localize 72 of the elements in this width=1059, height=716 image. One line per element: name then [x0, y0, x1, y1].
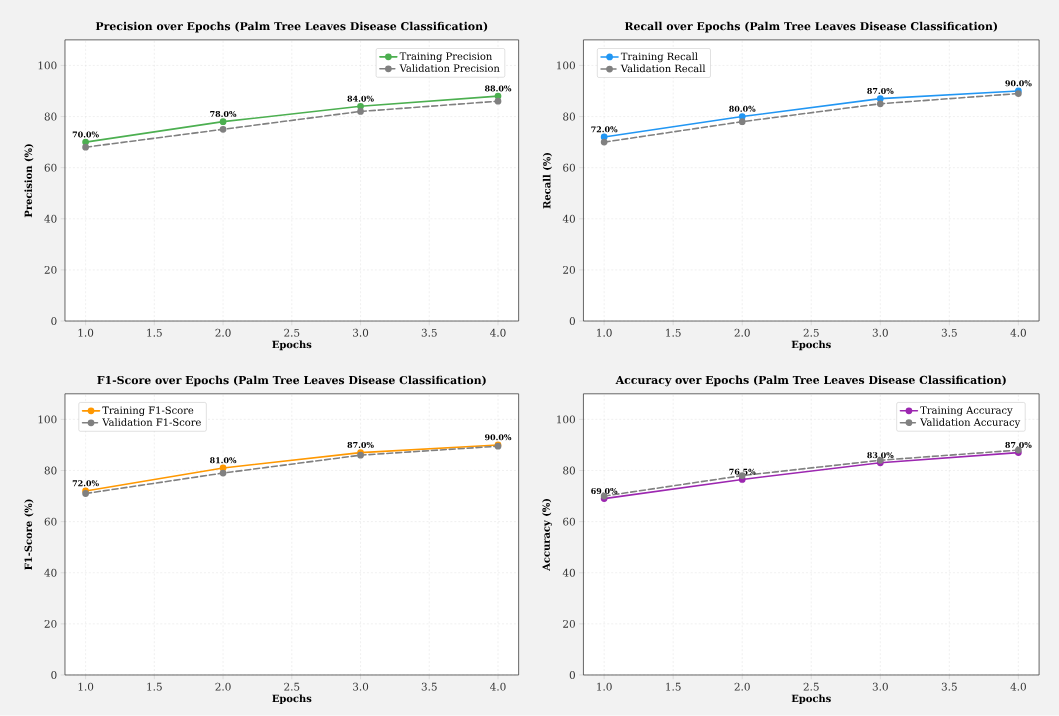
x-tick-label: 3.5 [421, 328, 437, 337]
legend-label: Validation Recall [620, 64, 706, 73]
legend-label: Training Precision [399, 52, 493, 63]
y-tick-label: 60 [44, 517, 57, 526]
y-tick-label: 60 [44, 163, 57, 172]
y-tick-label: 20 [563, 266, 575, 274]
x-tick-label: 3.0 [872, 328, 888, 337]
x-tick-label: 1.5 [147, 682, 162, 691]
x-tick-label: 2.0 [215, 682, 231, 691]
y-tick-label: 100 [557, 415, 575, 424]
x-tick-label: 3.5 [421, 682, 437, 691]
y-tick-label: 40 [562, 568, 575, 577]
y-tick-label: 100 [557, 61, 575, 70]
x-tick-label: 1.5 [666, 682, 681, 691]
x-tick-label: 2.0 [734, 328, 750, 337]
x-tick-label: 2.5 [803, 328, 819, 337]
y-tick-label: 20 [44, 266, 57, 274]
y-tick-label: 0 [51, 317, 57, 326]
x-tick-label: 1.0 [597, 328, 612, 337]
x-tick-label: 1.0 [597, 682, 612, 691]
x-axis-title: Epochs [272, 694, 312, 705]
x-tick-label: 2.5 [284, 328, 300, 337]
chart-title: F1-Score over Epochs (Palm Tree Leaves Disease Classification) [97, 375, 486, 387]
y-axis-title: Precision (%) [24, 144, 34, 218]
y-tick-label: 80 [563, 112, 575, 121]
y-tick-label: 60 [563, 517, 575, 526]
y-tick-label: 80 [563, 466, 575, 475]
x-axis-title: Epochs [791, 340, 831, 351]
y-tick-label: 20 [44, 619, 57, 628]
y-tick-label: 0 [569, 671, 575, 679]
x-tick-label: 2.5 [803, 682, 819, 691]
x-tick-label: 1.5 [666, 328, 681, 337]
legend-label: Training F1-Score [102, 406, 194, 417]
legend-label: Validation F1-Score [102, 418, 201, 427]
y-axis-title: Recall (%) [542, 153, 552, 209]
x-tick-label: 1.0 [78, 682, 94, 691]
x-tick-label: 4.0 [1010, 682, 1026, 691]
x-tick-label: 3.0 [353, 328, 369, 337]
legend-label: Training Recall [620, 52, 698, 63]
x-tick-label: 3.0 [872, 682, 888, 691]
y-tick-label: 40 [44, 568, 57, 577]
y-tick-label: 0 [569, 317, 575, 326]
y-tick-label: 20 [563, 619, 575, 628]
chart-title: Accuracy over Epochs (Palm Tree Leaves Disease Classification) [615, 375, 1006, 387]
y-axis-title: Accuracy (%) [542, 499, 552, 571]
x-tick-label: 1.0 [78, 328, 94, 337]
y-tick-label: 0 [51, 671, 57, 679]
y-tick-label: 100 [38, 415, 57, 424]
y-tick-label: 80 [44, 466, 57, 475]
x-tick-label: 3.5 [941, 682, 957, 691]
x-tick-label: 2.5 [284, 682, 300, 691]
legend-label: Validation Accuracy [920, 418, 1021, 429]
x-tick-label: 2.0 [734, 682, 750, 691]
x-tick-label: 1.5 [147, 328, 162, 337]
x-axis-title: Epochs [791, 694, 831, 705]
x-tick-label: 4.0 [490, 682, 506, 691]
y-tick-label: 40 [562, 214, 575, 223]
chart-title: Precision over Epochs (Palm Tree Leaves Disease Classification) [95, 21, 488, 33]
x-tick-label: 2.0 [215, 328, 231, 337]
x-tick-label: 3.5 [941, 328, 957, 337]
y-tick-label: 80 [44, 112, 57, 121]
legend-label: Validation Precision [399, 64, 500, 72]
y-tick-label: 40 [44, 214, 57, 223]
x-axis-title: Epochs [272, 340, 312, 351]
y-tick-label: 100 [38, 61, 57, 70]
chart-title: Recall over Epochs (Palm Tree Leaves Disease Classification) [624, 21, 998, 33]
x-tick-label: 4.0 [490, 328, 506, 337]
y-axis-title: F1-Score (%) [24, 499, 34, 570]
x-tick-label: 4.0 [1010, 328, 1026, 337]
legend-label: Training Accuracy [920, 406, 1013, 416]
y-tick-label: 60 [563, 163, 575, 172]
x-tick-label: 3.0 [353, 682, 369, 691]
